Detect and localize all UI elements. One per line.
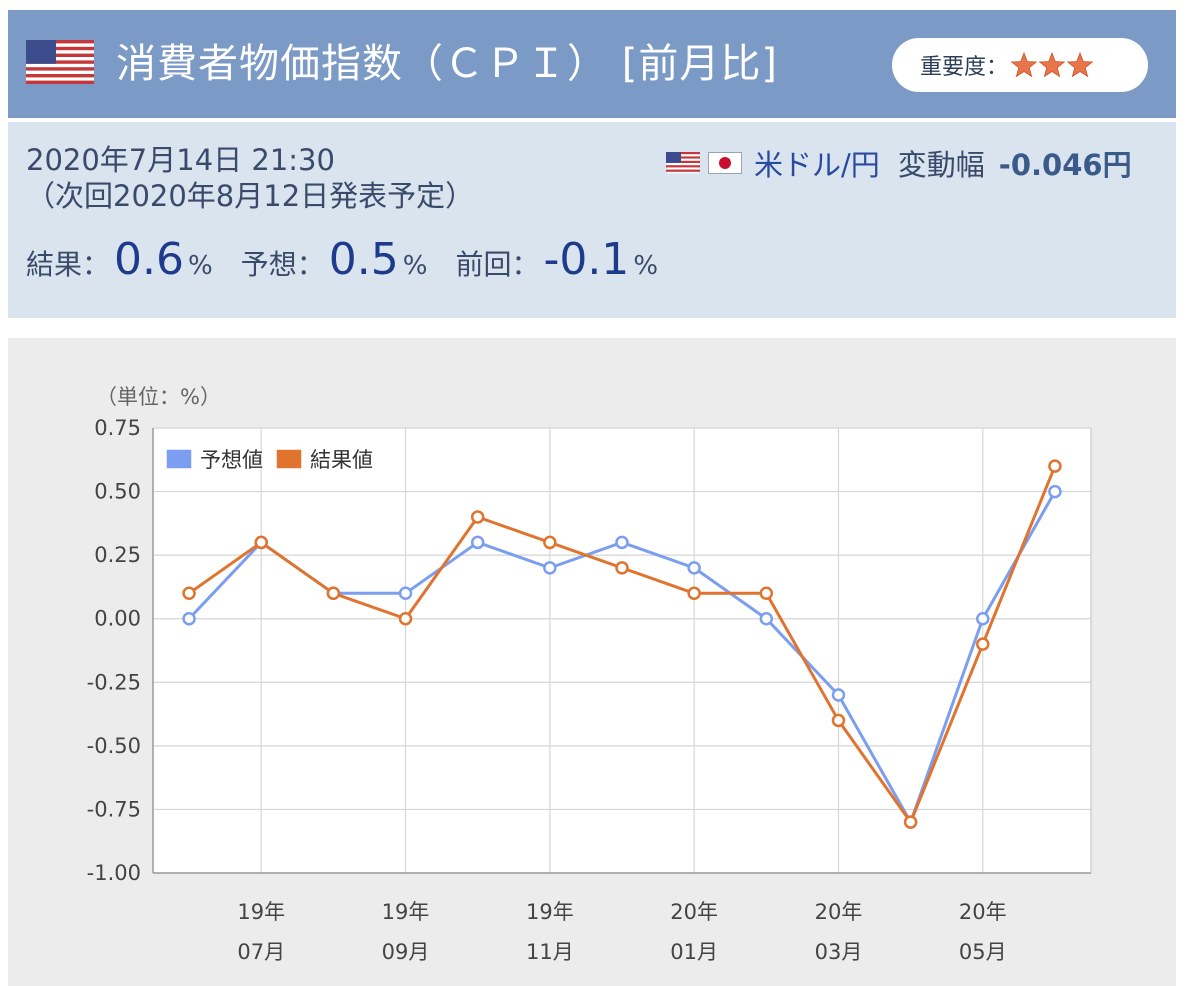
- result-label: 結果：: [26, 248, 111, 281]
- x-tick-year: 19年: [382, 900, 430, 924]
- data-point: [326, 586, 341, 601]
- y-tick-label: 0.75: [94, 416, 141, 440]
- next-release-date: （次回2020年8月12日発表予定）: [26, 179, 475, 213]
- chart-panel: 0.75 0.50 0.25 0.00 -0.25 -0.50 -0.75 -1.00 19年 0…: [8, 338, 1176, 986]
- data-point: [831, 688, 846, 702]
- plot-area: [153, 428, 1091, 873]
- y-tick-label: -1.00: [87, 861, 141, 885]
- forecast-value: 0.5: [328, 234, 399, 285]
- data-point: [976, 611, 990, 626]
- x-tick-month: 05月: [959, 940, 1007, 964]
- result-value: 0.6: [114, 234, 184, 285]
- result-unit: %: [188, 251, 213, 281]
- x-tick-year: 19年: [237, 900, 285, 924]
- cpi-line-chart: 0.75 0.50 0.25 0.00 -0.25 -0.50 -0.75 -1.00 19年 0…: [87, 385, 1092, 964]
- importance-label: 重要度：: [920, 55, 1009, 80]
- x-tick-month: 03月: [815, 940, 863, 964]
- data-point: [543, 535, 557, 550]
- legend-label: 結果値: [310, 448, 373, 472]
- y-tick-label: -0.25: [87, 670, 141, 694]
- range-value: -0.046円: [998, 148, 1132, 182]
- x-tick-month: 11月: [526, 940, 574, 964]
- x-tick-year: 20年: [959, 900, 1007, 924]
- y-tick-label: -0.75: [87, 797, 141, 821]
- data-point: [831, 713, 846, 728]
- data-point: [254, 535, 268, 550]
- currency-pair-link[interactable]: 米ドル/円: [754, 148, 880, 182]
- x-tick-month: 01月: [670, 940, 718, 964]
- y-tick-label: -0.50: [87, 734, 141, 758]
- legend-label: 予想値: [200, 448, 263, 472]
- release-info-panel: 2020年7月14日 21:30 （次回2020年8月12日発表予定） 米ドル/…: [8, 122, 1176, 318]
- y-tick-label: 0.50: [94, 480, 141, 504]
- x-tick-year: 20年: [815, 900, 863, 924]
- indicator-title: 消費者物価指数（ＣＰＩ） [前月比]: [116, 41, 778, 87]
- data-point: [182, 586, 196, 601]
- y-tick-label: 0.25: [94, 543, 141, 567]
- forecast-unit: %: [402, 251, 428, 281]
- data-point: [759, 611, 774, 626]
- x-tick-month: 09月: [382, 940, 430, 964]
- previous-value: -0.1: [543, 234, 630, 285]
- star-icon: [1038, 51, 1066, 78]
- jp-flag-icon: [708, 152, 742, 174]
- us-flag-icon: [666, 152, 700, 174]
- data-point: [687, 586, 701, 601]
- data-point: [398, 611, 413, 626]
- data-point: [976, 637, 990, 651]
- data-point: [398, 586, 413, 601]
- forecast-label: 予想：: [240, 248, 325, 281]
- unit-label: （単位：%）: [96, 385, 221, 409]
- data-point: [470, 535, 485, 550]
- data-point: [903, 815, 918, 829]
- x-tick-month: 07月: [237, 940, 285, 964]
- data-point: [759, 586, 774, 601]
- data-point: [1048, 484, 1062, 499]
- data-point: [182, 611, 196, 626]
- release-date: 2020年7月14日 21:30: [26, 143, 335, 177]
- importance-badge: 重要度：: [892, 38, 1148, 92]
- data-point: [615, 535, 629, 550]
- star-icon: [1010, 51, 1038, 78]
- importance-stars: [1010, 51, 1094, 79]
- us-flag-icon: [26, 40, 94, 84]
- previous-unit: %: [633, 251, 659, 281]
- data-point: [1048, 459, 1062, 473]
- range-label: 変動幅: [897, 148, 985, 182]
- x-tick-year: 19年: [526, 900, 574, 924]
- y-tick-label: 0.00: [94, 607, 141, 631]
- data-point: [543, 561, 557, 575]
- legend-swatch: [165, 448, 193, 470]
- currency-pair-row: 米ドル/円 変動幅 -0.046円: [666, 142, 1132, 184]
- star-icon: [1066, 51, 1094, 78]
- x-tick-year: 20年: [670, 900, 718, 924]
- legend-swatch: [275, 448, 303, 470]
- result-stats: 結果： 0.6 % 予想： 0.5 % 前回： -0.1 %: [26, 234, 686, 285]
- previous-label: 前回：: [455, 248, 540, 281]
- indicator-header: 消費者物価指数（ＣＰＩ） [前月比] 重要度：: [8, 10, 1176, 118]
- data-point: [687, 561, 701, 575]
- data-point: [470, 510, 485, 524]
- data-point: [615, 561, 629, 575]
